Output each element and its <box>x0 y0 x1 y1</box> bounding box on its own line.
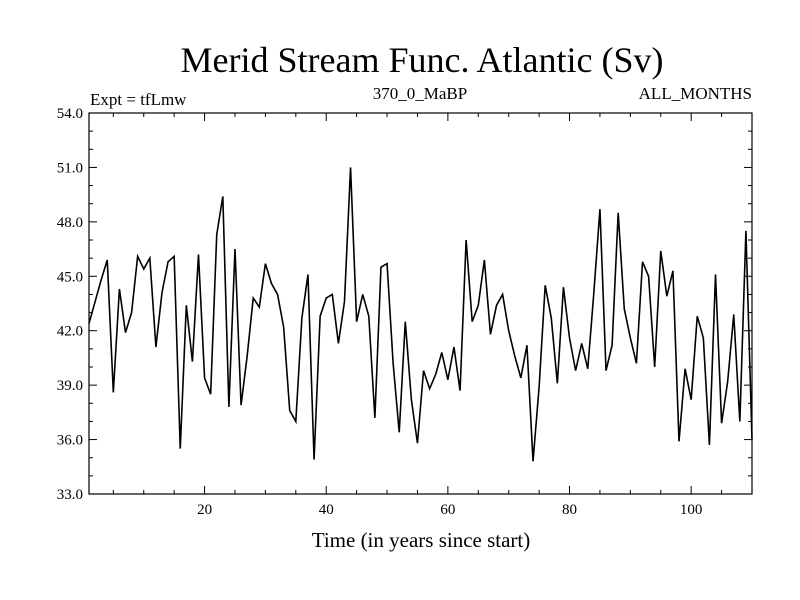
x-tick-label: 20 <box>197 502 212 518</box>
x-tick-label: 100 <box>680 502 703 518</box>
chart-title: Merid Stream Func. Atlantic (Sv) <box>181 40 664 80</box>
months-label: ALL_MONTHS <box>639 84 752 103</box>
series-layer <box>88 167 753 462</box>
y-tick-label: 48.0 <box>57 215 83 231</box>
y-tick-label: 51.0 <box>57 160 83 176</box>
time-period-label: 370_0_MaBP <box>373 84 467 103</box>
y-axis: 33.0 36.0 39.0 42.0 45.0 48.0 51.0 54.0 <box>57 106 752 503</box>
y-tick-label: 36.0 <box>57 433 83 449</box>
x-tick-label: 60 <box>440 502 455 518</box>
x-tick-label: 80 <box>562 502 577 518</box>
y-tick-label: 45.0 <box>57 269 83 285</box>
y-tick-label: 33.0 <box>57 487 83 503</box>
experiment-label: Expt = tfLmw <box>90 90 187 109</box>
x-tick-label: 40 <box>319 502 334 518</box>
x-axis: 20 40 60 80 100 <box>112 113 723 518</box>
y-tick-label: 42.0 <box>57 324 83 340</box>
series-line <box>88 167 753 462</box>
plot-frame <box>88 112 753 495</box>
x-axis-title: Time (in years since start) <box>312 528 531 552</box>
y-tick-label: 54.0 <box>57 106 83 122</box>
y-tick-label: 39.0 <box>57 378 83 394</box>
